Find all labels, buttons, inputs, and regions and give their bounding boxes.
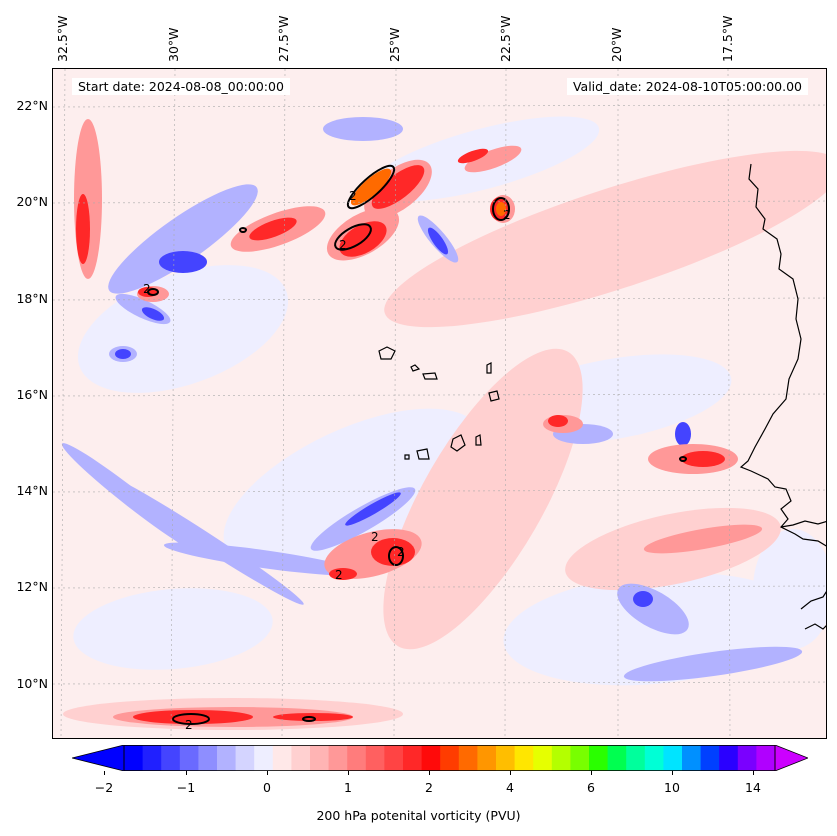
- colorbar-cell: [403, 745, 423, 771]
- start-date-label: Start date: 2024-08-08_00:00:00: [72, 78, 290, 95]
- colorbar-cell: [719, 745, 739, 771]
- contour-label: 2: [503, 208, 511, 222]
- pv-negative-cores: [115, 227, 691, 607]
- colorbar-cell: [179, 745, 199, 771]
- colorbar-tick-label: 6: [587, 780, 595, 795]
- lon-label: 25°W: [387, 27, 402, 62]
- colorbar-cell: [347, 745, 367, 771]
- colorbar-tickmark: [104, 771, 105, 775]
- colorbar-cell: [254, 745, 274, 771]
- colorbar-extend-high: [774, 745, 808, 771]
- colorbar-cell: [421, 745, 441, 771]
- pv-2-contours: [147, 164, 687, 725]
- colorbar-cell: [235, 745, 255, 771]
- guinea-islands: [804, 623, 826, 630]
- colorbar-extend-low: [72, 745, 125, 771]
- colorbar-cell: [272, 745, 292, 771]
- colorbar-cell: [310, 745, 330, 771]
- colorbar-cell: [161, 745, 181, 771]
- contour-labels: 2 2 2 2 2 2 2 2: [143, 189, 511, 732]
- colorbar-cell: [477, 745, 497, 771]
- colorbar-cell: [198, 745, 218, 771]
- colorbar-cell: [551, 745, 571, 771]
- colorbar-tickmark: [591, 771, 592, 775]
- colorbar-cell: [142, 745, 162, 771]
- colorbar-cell: [589, 745, 609, 771]
- contour-label: 2: [335, 568, 343, 582]
- lat-label: 10°N: [16, 676, 48, 691]
- colorbar-tick-label: 2: [425, 780, 433, 795]
- colorbar-cell: [644, 745, 664, 771]
- colorbar-tickmark: [753, 771, 754, 775]
- colorbar-label: 200 hPa potenital vorticity (PVU): [316, 808, 521, 823]
- colorbar-cell: [626, 745, 646, 771]
- colorbar-tickmark: [429, 771, 430, 775]
- colorbar-tick-label: 1: [344, 780, 352, 795]
- colorbar-tick-label: 10: [664, 780, 680, 795]
- colorbar-tickmark: [672, 771, 673, 775]
- cape-verde-islands: [378, 346, 500, 460]
- colorbar-cell: [384, 745, 404, 771]
- colorbar-tick-label: −1: [176, 780, 196, 795]
- colorbar-tickmark: [186, 771, 187, 775]
- colorbar-cell: [737, 745, 757, 771]
- colorbar-cell: [570, 745, 590, 771]
- colorbar-cell: [756, 745, 776, 771]
- contour-label: 2: [185, 718, 193, 732]
- guinea-coast: [800, 591, 826, 610]
- colorbar: [72, 745, 808, 771]
- map-panel: 2 2 2 2 2 2 2 2: [52, 68, 827, 739]
- lon-label: 30°W: [166, 27, 181, 62]
- africa-coastline: [739, 163, 826, 547]
- lon-label: 20°W: [609, 27, 624, 62]
- colorbar-cell: [291, 745, 311, 771]
- colorbar-tick-label: −2: [94, 780, 114, 795]
- colorbar-cell: [663, 745, 683, 771]
- lat-label: 16°N: [16, 387, 48, 402]
- colorbar-tick-label: 4: [506, 780, 514, 795]
- colorbar-cell: [124, 745, 144, 771]
- colorbar-cell: [607, 745, 627, 771]
- gambia-coast: [780, 520, 826, 528]
- contour-label: 2: [397, 545, 405, 559]
- colorbar-frame: [123, 745, 776, 771]
- colorbar-cell: [328, 745, 348, 771]
- colorbar-tickmark: [510, 771, 511, 775]
- colorbar-cell: [700, 745, 720, 771]
- colorbar-cell: [458, 745, 478, 771]
- lon-label: 17.5°W: [720, 15, 735, 62]
- lat-label: 22°N: [16, 98, 48, 113]
- lat-label: 20°N: [16, 194, 48, 209]
- pv-peak-core: [350, 168, 506, 216]
- colorbar-tickmark: [267, 771, 268, 775]
- colorbar-tick-label: 14: [745, 780, 761, 795]
- contour-label: 2: [339, 238, 347, 252]
- colorbar-tick-label: 0: [263, 780, 271, 795]
- colorbar-tickmark: [348, 771, 349, 775]
- colorbar-cell: [365, 745, 385, 771]
- lat-label: 18°N: [16, 291, 48, 306]
- colorbar-cell: [514, 745, 534, 771]
- lon-label: 32.5°W: [55, 15, 70, 62]
- lat-label: 14°N: [16, 483, 48, 498]
- lat-label: 12°N: [16, 579, 48, 594]
- pv-contour-map: 2 2 2 2 2 2 2 2: [53, 69, 826, 738]
- lon-label: 22.5°W: [498, 15, 513, 62]
- lon-label: 27.5°W: [276, 15, 291, 62]
- colorbar-cell: [440, 745, 460, 771]
- colorbar-cell: [682, 745, 702, 771]
- contour-label: 2: [349, 189, 357, 203]
- colorbar-cell: [496, 745, 516, 771]
- contour-label: 2: [143, 282, 151, 296]
- colorbar-cells: [124, 745, 776, 771]
- contour-label: 2: [371, 530, 379, 544]
- colorbar-cell: [217, 745, 237, 771]
- colorbar-cell: [533, 745, 553, 771]
- graticule: [53, 69, 826, 738]
- valid-date-label: Valid_date: 2024-08-10T05:00:00.00: [566, 78, 808, 95]
